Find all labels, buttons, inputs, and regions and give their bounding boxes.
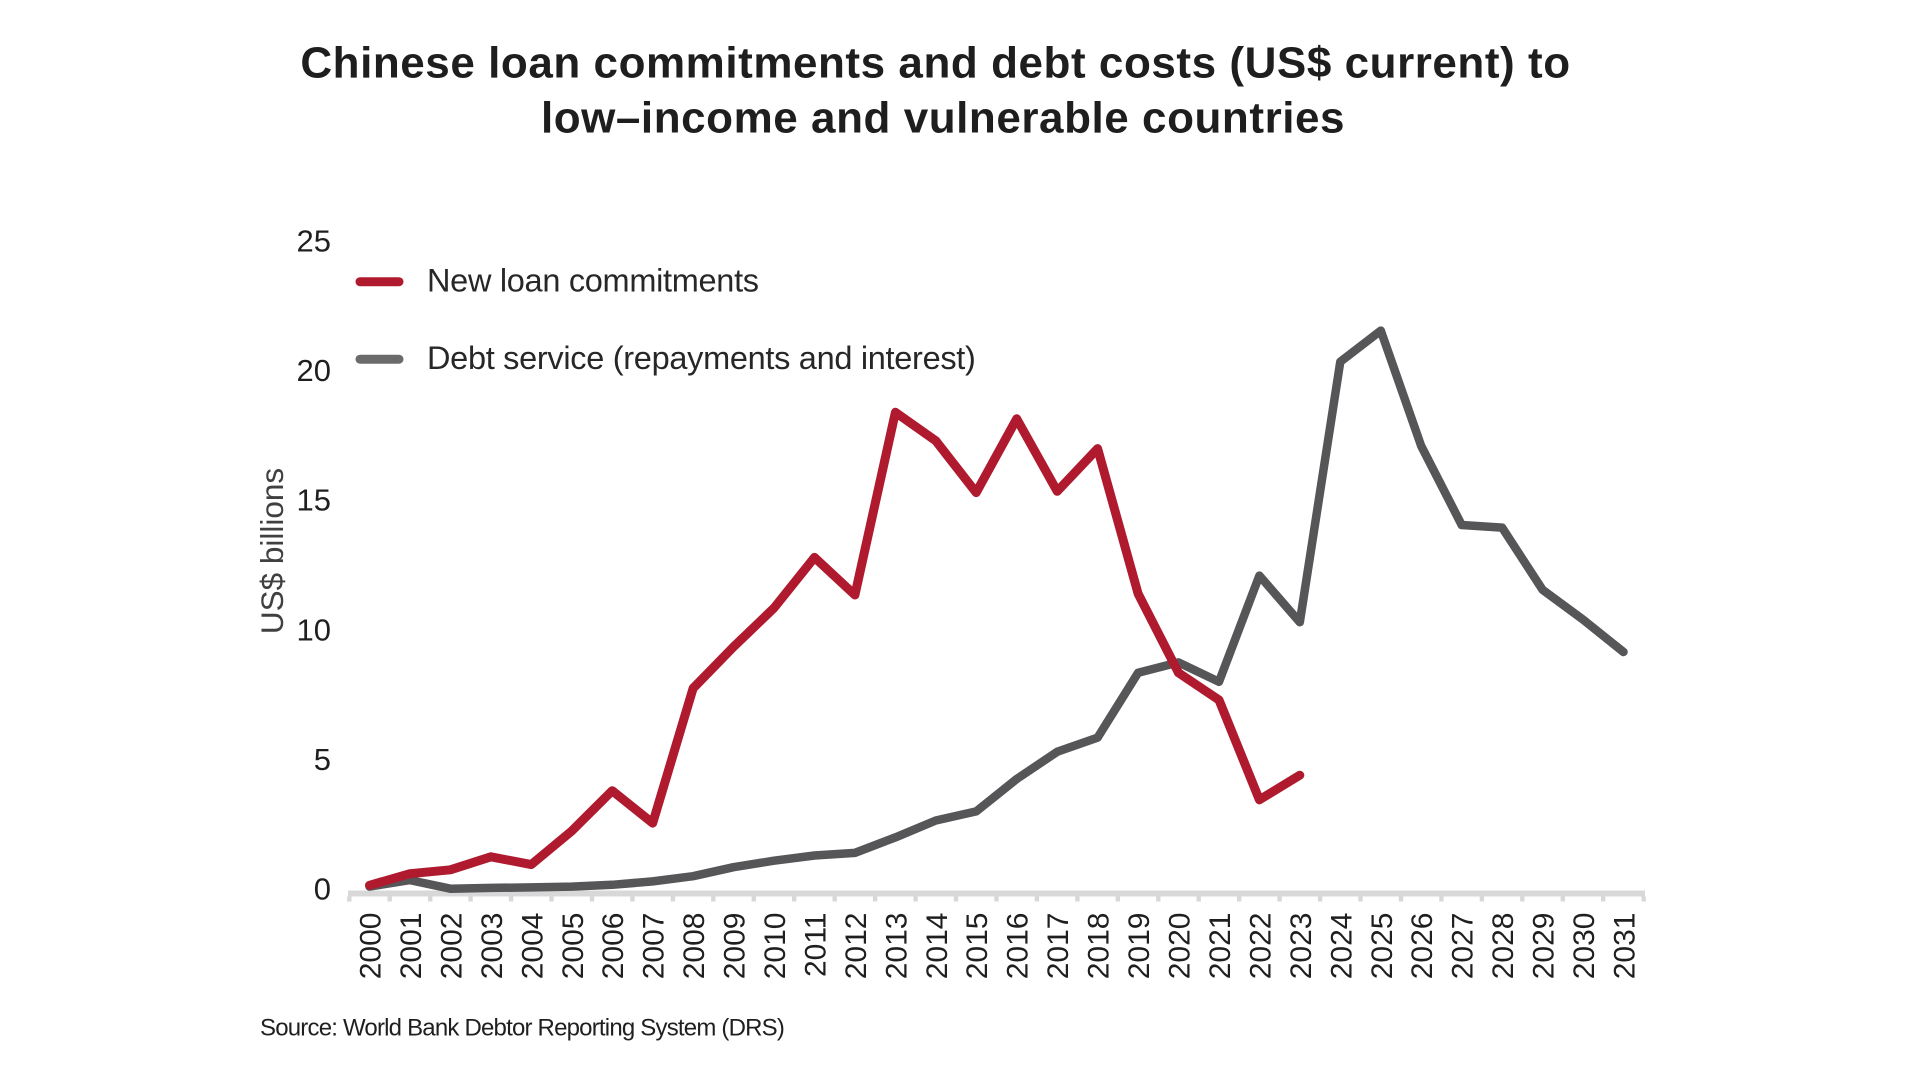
svg-text:2009: 2009: [719, 913, 752, 980]
svg-text:Chinese loan commitments and d: Chinese loan commitments and debt costs …: [300, 39, 1570, 88]
svg-text:10: 10: [297, 612, 331, 647]
svg-text:2001: 2001: [395, 913, 428, 980]
svg-text:low–income and vulnerable coun: low–income and vulnerable countries: [541, 94, 1345, 143]
svg-text:2002: 2002: [435, 913, 468, 980]
svg-text:2003: 2003: [476, 913, 509, 980]
svg-text:2013: 2013: [880, 913, 913, 980]
svg-text:2012: 2012: [840, 913, 873, 980]
svg-text:2024: 2024: [1325, 913, 1358, 980]
svg-text:2026: 2026: [1406, 913, 1439, 980]
svg-text:US$ billions: US$ billions: [254, 468, 290, 634]
svg-text:2015: 2015: [961, 913, 994, 980]
svg-text:25: 25: [297, 224, 331, 259]
svg-text:2005: 2005: [557, 913, 590, 980]
svg-text:2018: 2018: [1083, 913, 1116, 980]
svg-text:2016: 2016: [1002, 913, 1035, 980]
svg-text:2007: 2007: [638, 913, 671, 980]
svg-text:20: 20: [297, 353, 331, 388]
svg-text:2021: 2021: [1204, 913, 1237, 980]
svg-text:2008: 2008: [678, 913, 711, 980]
svg-text:Debt service (repayments and i: Debt service (repayments and interest): [427, 340, 976, 376]
svg-text:5: 5: [314, 742, 331, 777]
svg-text:2000: 2000: [355, 913, 388, 980]
svg-text:2025: 2025: [1366, 913, 1399, 980]
svg-text:2027: 2027: [1447, 913, 1480, 980]
svg-text:2030: 2030: [1568, 913, 1601, 980]
svg-text:0: 0: [314, 872, 331, 907]
svg-text:2006: 2006: [597, 913, 630, 980]
svg-text:New loan commitments: New loan commitments: [427, 263, 759, 299]
svg-text:2023: 2023: [1285, 913, 1318, 980]
svg-text:2029: 2029: [1528, 913, 1561, 980]
svg-text:2014: 2014: [921, 913, 954, 980]
svg-text:15: 15: [297, 483, 331, 518]
svg-text:2031: 2031: [1609, 913, 1642, 980]
svg-text:2017: 2017: [1042, 913, 1075, 980]
svg-text:Source: World Bank Debtor Repo: Source: World Bank Debtor Reporting Syst…: [260, 1015, 784, 1042]
svg-text:2022: 2022: [1244, 913, 1277, 980]
svg-text:2028: 2028: [1487, 913, 1520, 980]
svg-text:2020: 2020: [1164, 913, 1197, 980]
svg-text:2010: 2010: [759, 913, 792, 980]
svg-text:2019: 2019: [1123, 913, 1156, 980]
svg-text:2004: 2004: [516, 913, 549, 980]
svg-text:2011: 2011: [800, 913, 833, 978]
